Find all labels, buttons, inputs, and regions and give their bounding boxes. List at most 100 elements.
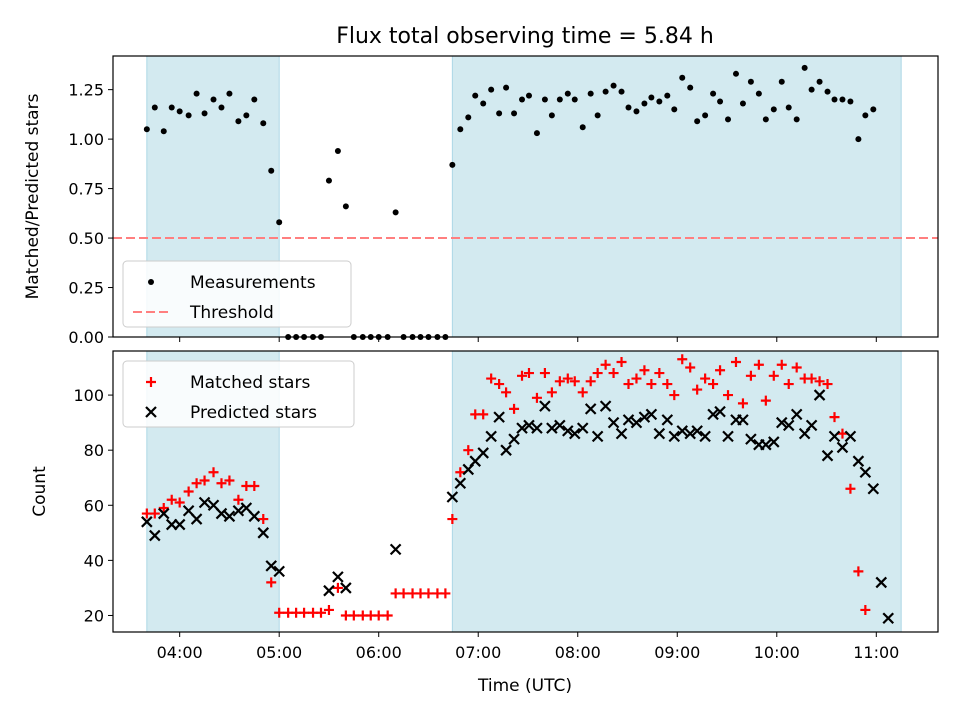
- data-point: [562, 373, 573, 384]
- data-point: [531, 392, 542, 403]
- data-point: [600, 359, 611, 370]
- y-tick-label: 0.75: [68, 180, 104, 199]
- series-measurements: [143, 64, 877, 340]
- data-point: [615, 427, 628, 440]
- data-point: [814, 376, 825, 387]
- data-point: [486, 373, 497, 384]
- data-point: [218, 104, 225, 111]
- data-point: [496, 110, 503, 117]
- data-point: [332, 582, 343, 593]
- data-point: [691, 425, 703, 437]
- data-point: [723, 390, 734, 401]
- data-point: [503, 84, 510, 91]
- data-point: [806, 373, 817, 384]
- data-point: [340, 582, 352, 594]
- data-point: [671, 106, 678, 113]
- data-point: [661, 414, 674, 426]
- data-point: [494, 379, 505, 390]
- x-tick-label: 10:00: [754, 643, 800, 662]
- data-point: [732, 70, 739, 77]
- data-point: [760, 395, 771, 406]
- data-point: [785, 104, 792, 111]
- data-point: [862, 112, 869, 119]
- data-point: [273, 565, 285, 578]
- data-point: [215, 507, 228, 520]
- data-point: [762, 116, 769, 123]
- data-point: [446, 491, 459, 503]
- y-tick-label: 1.00: [68, 130, 104, 149]
- data-point: [233, 494, 244, 505]
- data-point: [342, 203, 349, 210]
- data-point: [870, 106, 877, 113]
- data-point: [488, 86, 495, 93]
- data-point: [579, 124, 586, 131]
- data-point: [694, 118, 701, 125]
- data-point: [480, 100, 487, 107]
- data-point: [516, 422, 528, 434]
- data-point: [389, 543, 402, 556]
- x-tick-label: 11:00: [853, 643, 899, 662]
- data-point: [465, 114, 472, 121]
- ratio-panel: 0.00 0.25 0.50 0.75 1.00 1.25 Matched/Predicte…: [23, 55, 939, 347]
- data-point: [576, 422, 589, 434]
- legend-marker: [146, 377, 156, 387]
- data-point: [556, 96, 563, 103]
- data-point: [722, 430, 734, 443]
- data-point: [463, 445, 474, 456]
- data-point: [801, 64, 808, 71]
- data-point: [855, 136, 862, 143]
- data-point: [594, 112, 601, 119]
- data-point: [668, 430, 681, 443]
- y-tick-label: 60: [84, 496, 104, 515]
- data-point: [821, 449, 834, 462]
- data-point: [875, 576, 888, 589]
- legend-box: [122, 360, 355, 428]
- data-point: [859, 466, 872, 478]
- y-tick-label: 1.25: [68, 81, 104, 100]
- data-point: [562, 425, 574, 437]
- data-point: [447, 514, 458, 525]
- data-point: [440, 588, 451, 599]
- x-tick-label: 06:00: [356, 643, 402, 662]
- axes-frame: [112, 55, 939, 338]
- axes-frame: [112, 350, 939, 633]
- data-point: [449, 161, 456, 168]
- data-point: [847, 98, 854, 105]
- data-point: [641, 100, 648, 107]
- data-point: [591, 430, 604, 443]
- data-point: [839, 96, 846, 103]
- data-point: [747, 78, 754, 85]
- legend-box: [122, 260, 352, 328]
- data-point: [208, 467, 219, 478]
- data-point: [191, 478, 202, 489]
- y-tick-label: 0.00: [68, 328, 104, 347]
- data-point: [782, 419, 795, 432]
- data-point: [669, 390, 680, 401]
- data-point: [216, 478, 227, 489]
- data-point: [745, 433, 757, 445]
- data-point: [700, 373, 711, 384]
- data-point: [539, 368, 550, 379]
- data-point: [737, 398, 748, 409]
- data-point: [687, 84, 694, 91]
- y-axis-label: Count: [30, 466, 50, 517]
- data-point: [168, 104, 175, 111]
- data-point: [610, 82, 617, 89]
- data-point: [348, 610, 359, 621]
- data-point: [509, 403, 520, 414]
- data-point: [519, 96, 526, 103]
- data-point: [265, 560, 278, 572]
- data-point: [625, 104, 632, 111]
- data-point: [587, 90, 594, 97]
- data-point: [243, 112, 250, 119]
- data-point: [151, 104, 158, 111]
- data-point: [845, 483, 856, 494]
- data-point: [226, 90, 233, 97]
- y-tick-label: 80: [84, 441, 104, 460]
- data-point: [753, 359, 764, 370]
- data-point: [639, 365, 650, 376]
- data-point: [692, 384, 703, 395]
- data-point: [829, 412, 840, 423]
- data-point: [760, 438, 772, 451]
- data-point: [790, 408, 803, 421]
